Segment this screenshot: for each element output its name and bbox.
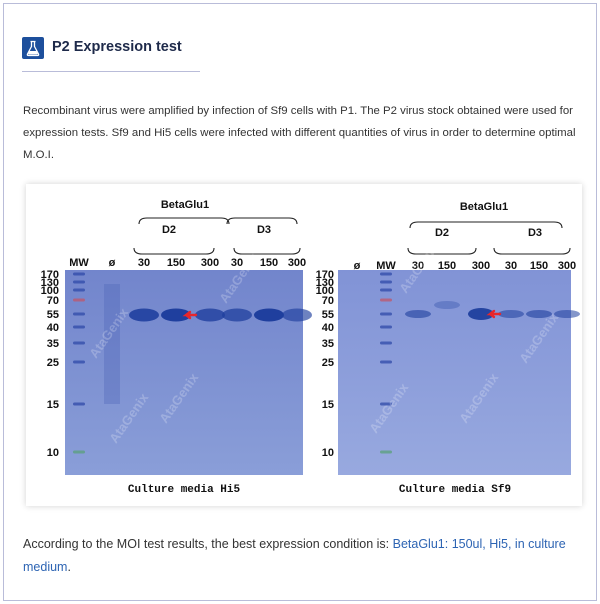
right-mw-marker: 55 [322,309,334,321]
right-ladder-band [380,360,392,364]
intro-paragraph: Recombinant virus were amplified by infe… [23,105,576,161]
left-ladder-band [73,325,85,329]
left-negative-lane [104,284,120,404]
right-ladder-band [380,341,392,345]
conclusion-prefix: According to the MOI test results, the b… [23,537,393,551]
left-lane-label: 30 [138,257,150,269]
left-d2-bracket [133,247,215,255]
left-lane-label: 30 [231,257,243,269]
right-lane-label: 30 [412,260,424,272]
left-ladder-band [73,298,85,302]
left-ladder-band [73,360,85,364]
left-expression-band [161,308,191,322]
right-d2-bracket [407,247,477,255]
right-construct-label: BetaGlu1 [460,201,508,213]
left-lane-label: MW [69,257,89,269]
section-header: P2 Expression test [22,37,200,72]
right-expression-band [498,310,524,318]
right-ladder-band [380,280,392,284]
header-divider [22,71,200,72]
right-expression-band [434,301,460,309]
left-expression-band [282,308,312,322]
flask-icon [22,37,44,59]
left-mw-marker: 25 [47,357,59,369]
left-expression-band [129,308,159,322]
gel-image: BetaGlu1 BetaGlu1 D2 D3 D2 D3 MW ø 30 150 30… [41,199,580,496]
right-expression-band [405,310,431,318]
right-lane-label: 150 [438,260,456,272]
right-expression-band [526,310,552,318]
right-d3-bracket [493,247,571,255]
left-ladder-band [73,288,85,292]
left-lane-label: 300 [201,257,219,269]
left-lane-label: ø [109,257,116,269]
right-ladder-band [380,402,392,406]
right-lane-label: 300 [472,260,490,272]
right-expression-band [554,310,580,318]
section-title: P2 Expression test [52,39,182,55]
left-red-arrow [182,310,198,320]
right-lane-label: MW [376,260,396,272]
right-ladder-band [380,272,392,276]
left-ladder-band [73,450,85,454]
left-lane-label: 300 [288,257,306,269]
right-lane-label: ø [354,260,361,272]
right-ladder-band [380,312,392,316]
right-mw-marker: 170 [316,269,334,281]
left-ladder-band [73,272,85,276]
right-lane-label: 300 [558,260,576,272]
left-d3-bracket [233,247,301,255]
left-mw-marker: 10 [47,447,59,459]
right-group-d2: D2 [435,227,449,239]
left-lane-label: 150 [260,257,278,269]
left-lane-label: 150 [167,257,185,269]
best-condition-highlight: BetaGlu1: 150ul, Hi5, in culture medium [23,537,566,574]
left-group-d2: D2 [162,224,176,236]
right-mw-marker: 130 [316,277,334,289]
left-ladder-band [73,280,85,284]
conclusion-paragraph: According to the MOI test results, the b… [23,533,583,579]
left-gel-caption: Culture media Hi5 [128,484,241,496]
right-mw-marker: 10 [322,447,334,459]
left-mw-marker: 40 [47,322,59,334]
right-mw-marker: 15 [322,399,334,411]
left-mw-marker: 35 [47,338,59,350]
left-expression-band [222,308,252,322]
right-construct-bracket [409,221,563,229]
right-ladder-band [380,325,392,329]
left-construct-bracket [138,217,298,225]
right-mw-marker: 35 [322,338,334,350]
right-mw-marker: 70 [322,295,334,307]
left-mw-marker: 55 [47,309,59,321]
expression-gel-figure: BetaGlu1 BetaGlu1 D2 D3 D2 D3 MW ø 30 150 30… [26,184,582,506]
left-mw-marker: 130 [41,277,59,289]
right-lane-label: 150 [530,260,548,272]
left-gel-panel [65,270,303,475]
right-ladder-band [380,288,392,292]
left-expression-band [254,308,284,322]
right-lane-label: 30 [505,260,517,272]
content-card: P2 Expression test Recombinant virus wer… [3,3,597,601]
left-ladder-band [73,312,85,316]
right-mw-marker: 100 [316,285,334,297]
right-gel-panel [338,270,571,475]
left-expression-band [195,308,225,322]
left-mw-marker: 100 [41,285,59,297]
left-construct-label: BetaGlu1 [161,199,209,211]
left-mw-marker: 70 [47,295,59,307]
left-group-d3: D3 [257,224,271,236]
left-ladder-band [73,402,85,406]
left-ladder-band [73,341,85,345]
right-expression-band [468,308,494,320]
left-mw-marker: 15 [47,399,59,411]
right-mw-marker: 25 [322,357,334,369]
right-ladder-band [380,298,392,302]
right-ladder-band [380,450,392,454]
left-mw-marker: 170 [41,269,59,281]
right-group-d3: D3 [528,227,542,239]
right-mw-marker: 40 [322,322,334,334]
conclusion-suffix: . [67,560,71,574]
right-gel-caption: Culture media Sf9 [399,484,511,496]
right-red-arrow [486,309,502,319]
